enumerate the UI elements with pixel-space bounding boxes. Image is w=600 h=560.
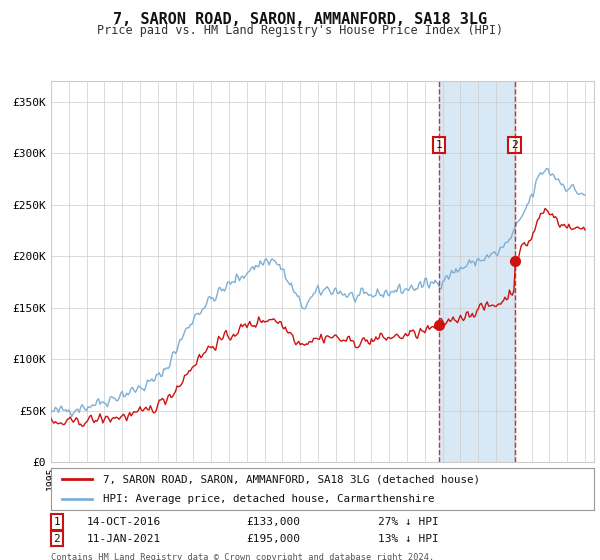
Text: 7, SARON ROAD, SARON, AMMANFORD, SA18 3LG (detached house): 7, SARON ROAD, SARON, AMMANFORD, SA18 3L… <box>103 474 479 484</box>
Text: 1: 1 <box>53 517 61 527</box>
Bar <box>439 81 515 462</box>
Text: 14-OCT-2016: 14-OCT-2016 <box>87 517 161 527</box>
Text: 27% ↓ HPI: 27% ↓ HPI <box>378 517 439 527</box>
Text: HPI: Average price, detached house, Carmarthenshire: HPI: Average price, detached house, Carm… <box>103 494 434 504</box>
Text: 7, SARON ROAD, SARON, AMMANFORD, SA18 3LG: 7, SARON ROAD, SARON, AMMANFORD, SA18 3L… <box>113 12 487 27</box>
Text: 2: 2 <box>53 534 61 544</box>
Text: 1: 1 <box>436 140 442 150</box>
Text: £133,000: £133,000 <box>246 517 300 527</box>
Text: £195,000: £195,000 <box>246 534 300 544</box>
Text: Contains HM Land Registry data © Crown copyright and database right 2024.
This d: Contains HM Land Registry data © Crown c… <box>51 553 434 560</box>
Text: 11-JAN-2021: 11-JAN-2021 <box>87 534 161 544</box>
Text: 2: 2 <box>511 140 518 150</box>
Text: 13% ↓ HPI: 13% ↓ HPI <box>378 534 439 544</box>
Text: Price paid vs. HM Land Registry's House Price Index (HPI): Price paid vs. HM Land Registry's House … <box>97 24 503 36</box>
